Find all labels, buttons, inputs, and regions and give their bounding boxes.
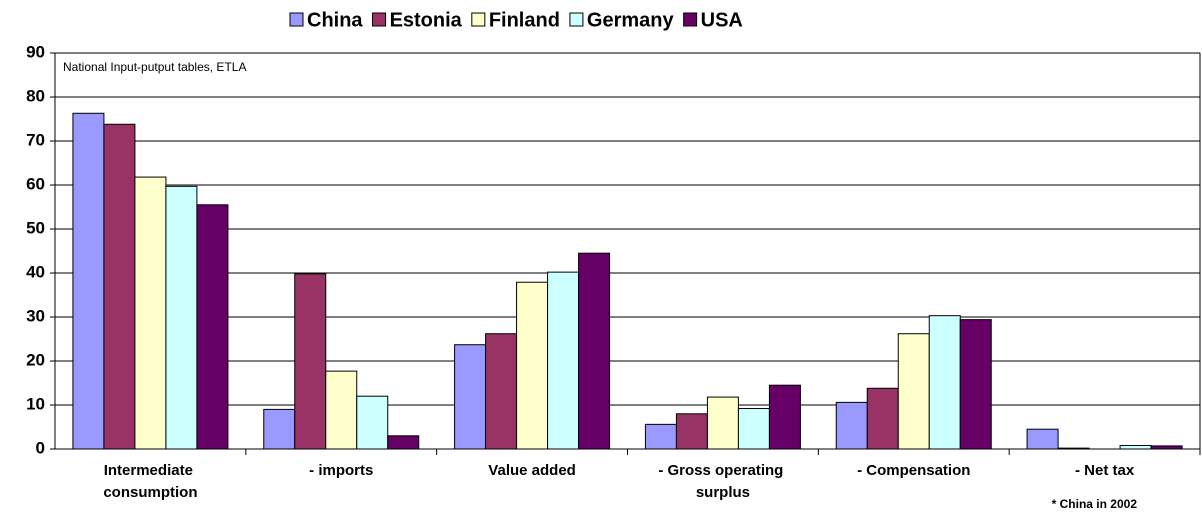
y-tick-label: 70 bbox=[26, 130, 45, 149]
legend-swatch bbox=[471, 12, 486, 27]
legend-swatch bbox=[683, 12, 698, 27]
x-tick-label: - imports bbox=[309, 462, 373, 479]
bar bbox=[578, 252, 611, 450]
y-tick-label: 10 bbox=[26, 394, 45, 413]
y-tick-label: 20 bbox=[26, 350, 45, 369]
footnote: * China in 2002 bbox=[1052, 497, 1138, 511]
bar bbox=[196, 204, 229, 450]
bar bbox=[263, 408, 296, 450]
bar bbox=[454, 344, 487, 450]
bar bbox=[866, 387, 899, 450]
bar bbox=[387, 435, 420, 450]
bar bbox=[897, 333, 930, 450]
bar bbox=[294, 273, 327, 450]
bar bbox=[356, 395, 389, 450]
y-tick-label: 50 bbox=[26, 218, 45, 237]
bar bbox=[325, 370, 358, 450]
bar bbox=[768, 384, 801, 450]
bar bbox=[675, 413, 708, 450]
y-tick-label: 60 bbox=[26, 174, 45, 193]
legend-label: USA bbox=[701, 9, 743, 31]
source-note: National Input-putput tables, ETLA bbox=[63, 60, 246, 74]
y-tick-label: 80 bbox=[26, 86, 45, 105]
bar bbox=[1119, 444, 1152, 450]
legend-swatch bbox=[372, 12, 387, 27]
y-tick-label: 30 bbox=[26, 306, 45, 325]
x-tick-label: Intermediate consumption bbox=[103, 462, 197, 501]
y-tick-label: 0 bbox=[36, 438, 45, 457]
bar bbox=[706, 396, 739, 450]
bar bbox=[72, 112, 105, 450]
bar bbox=[928, 315, 961, 450]
legend-label: China bbox=[307, 9, 363, 31]
legend-swatch bbox=[569, 12, 584, 27]
bar bbox=[134, 176, 167, 450]
bar bbox=[103, 123, 136, 450]
y-tick-label: 40 bbox=[26, 262, 45, 281]
bar bbox=[485, 333, 518, 450]
y-tick-label: 90 bbox=[26, 42, 45, 61]
bar bbox=[516, 281, 549, 450]
legend-label: Germany bbox=[587, 9, 675, 31]
x-tick-label: - Gross operating surplus bbox=[658, 462, 787, 501]
legend-swatch bbox=[289, 12, 304, 27]
bar bbox=[165, 185, 198, 450]
bar bbox=[737, 408, 770, 450]
bar bbox=[959, 319, 992, 450]
legend-label: Finland bbox=[489, 9, 560, 31]
bar bbox=[1026, 428, 1059, 450]
bar bbox=[644, 423, 677, 450]
x-tick-label: Value added bbox=[488, 462, 576, 479]
legend-label: Estonia bbox=[390, 9, 463, 31]
bar bbox=[835, 401, 868, 450]
bar bbox=[547, 271, 580, 450]
x-tick-label: - Net tax bbox=[1075, 462, 1135, 479]
x-tick-label: - Compensation bbox=[857, 462, 970, 479]
